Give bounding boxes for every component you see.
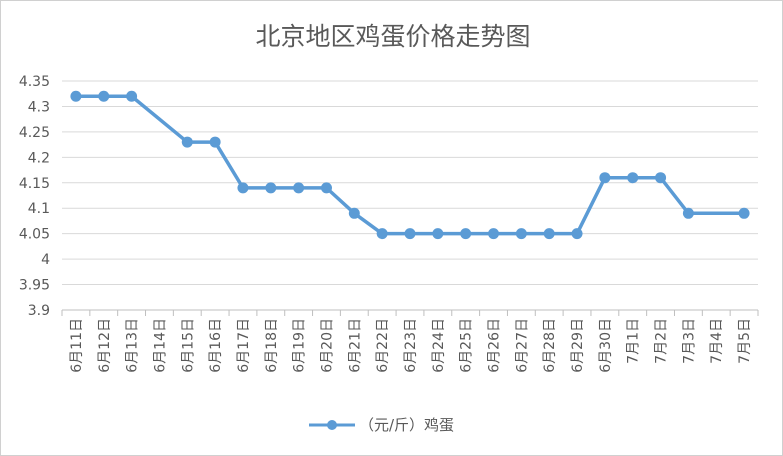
data-point — [488, 228, 500, 240]
y-tick-label: 4.15 — [19, 176, 50, 192]
x-tick-label: 6月21日 — [347, 318, 363, 373]
x-tick-label: 6月22日 — [375, 318, 391, 373]
x-tick-label: 6月13日 — [125, 318, 141, 373]
x-tick-label: 7月3日 — [681, 318, 697, 364]
y-tick-label: 4.3 — [28, 99, 50, 115]
grid-lines — [62, 80, 758, 311]
x-tick-label: 6月19日 — [292, 318, 308, 373]
x-tick-label: 6月25日 — [459, 318, 475, 373]
data-point — [571, 228, 583, 240]
data-point — [181, 136, 193, 148]
y-tick-label: 4.25 — [19, 125, 50, 141]
x-tick-label: 6月12日 — [97, 318, 113, 373]
series-layer — [70, 90, 750, 240]
data-point — [209, 136, 221, 148]
data-point — [682, 207, 694, 219]
data-point — [237, 182, 249, 194]
data-point — [320, 182, 332, 194]
y-tick-label: 3.9 — [28, 303, 50, 319]
x-axis-ticks: 6月11日 6月12日 6月13日 6月14日 6月15日 6月16日 6月17日 6月18日… — [61, 309, 759, 373]
y-tick-label: 4.05 — [19, 227, 50, 243]
data-point — [98, 90, 110, 102]
x-tick-label: 6月27日 — [514, 318, 530, 373]
data-point — [432, 228, 444, 240]
y-axis-ticks: 4.35 4.3 4.25 4.2 4.15 4.1 4.05 4 3.95 3.9 — [19, 74, 50, 319]
y-tick-label: 4.2 — [28, 150, 50, 166]
y-tick-label: 4.1 — [28, 201, 50, 217]
data-point — [265, 182, 277, 194]
x-tick-label: 6月24日 — [431, 318, 447, 373]
data-point — [404, 228, 416, 240]
data-point — [627, 172, 639, 184]
x-tick-label: 6月28日 — [542, 318, 558, 373]
data-point — [515, 228, 527, 240]
x-tick-label: 6月30日 — [598, 318, 614, 373]
x-tick-label: 6月18日 — [264, 318, 280, 373]
x-tick-label: 6月16日 — [208, 318, 224, 373]
x-tick-label: 6月29日 — [570, 318, 586, 373]
data-point — [599, 172, 611, 184]
legend-label: （元/斤）鸡蛋 — [359, 416, 454, 434]
legend-marker — [327, 420, 337, 430]
data-point — [460, 228, 472, 240]
y-tick-label: 3.95 — [19, 278, 50, 294]
x-tick-label: 7月4日 — [709, 318, 725, 364]
data-point — [543, 228, 555, 240]
x-tick-label: 6月11日 — [69, 318, 85, 373]
data-point — [655, 172, 667, 184]
data-point — [738, 207, 750, 219]
x-tick-label: 6月20日 — [319, 318, 335, 373]
data-point — [376, 228, 388, 240]
x-tick-label: 6月14日 — [152, 318, 168, 373]
x-tick-label: 6月23日 — [403, 318, 419, 373]
x-tick-label: 6月17日 — [236, 318, 252, 373]
data-point — [126, 90, 138, 102]
x-tick-label: 6月15日 — [180, 318, 196, 373]
x-tick-label: 6月26日 — [487, 318, 503, 373]
y-tick-label: 4.35 — [19, 74, 50, 90]
legend: （元/斤）鸡蛋 — [309, 416, 454, 434]
y-tick-label: 4 — [41, 252, 50, 268]
x-tick-label: 7月2日 — [654, 318, 670, 364]
data-point — [293, 182, 305, 194]
series-line — [74, 94, 746, 236]
data-point — [70, 90, 82, 102]
x-tick-label: 7月1日 — [626, 318, 642, 364]
data-point — [348, 207, 360, 219]
x-tick-label: 7月5日 — [737, 318, 753, 364]
chart-title: 北京地区鸡蛋价格走势图 — [255, 22, 530, 51]
